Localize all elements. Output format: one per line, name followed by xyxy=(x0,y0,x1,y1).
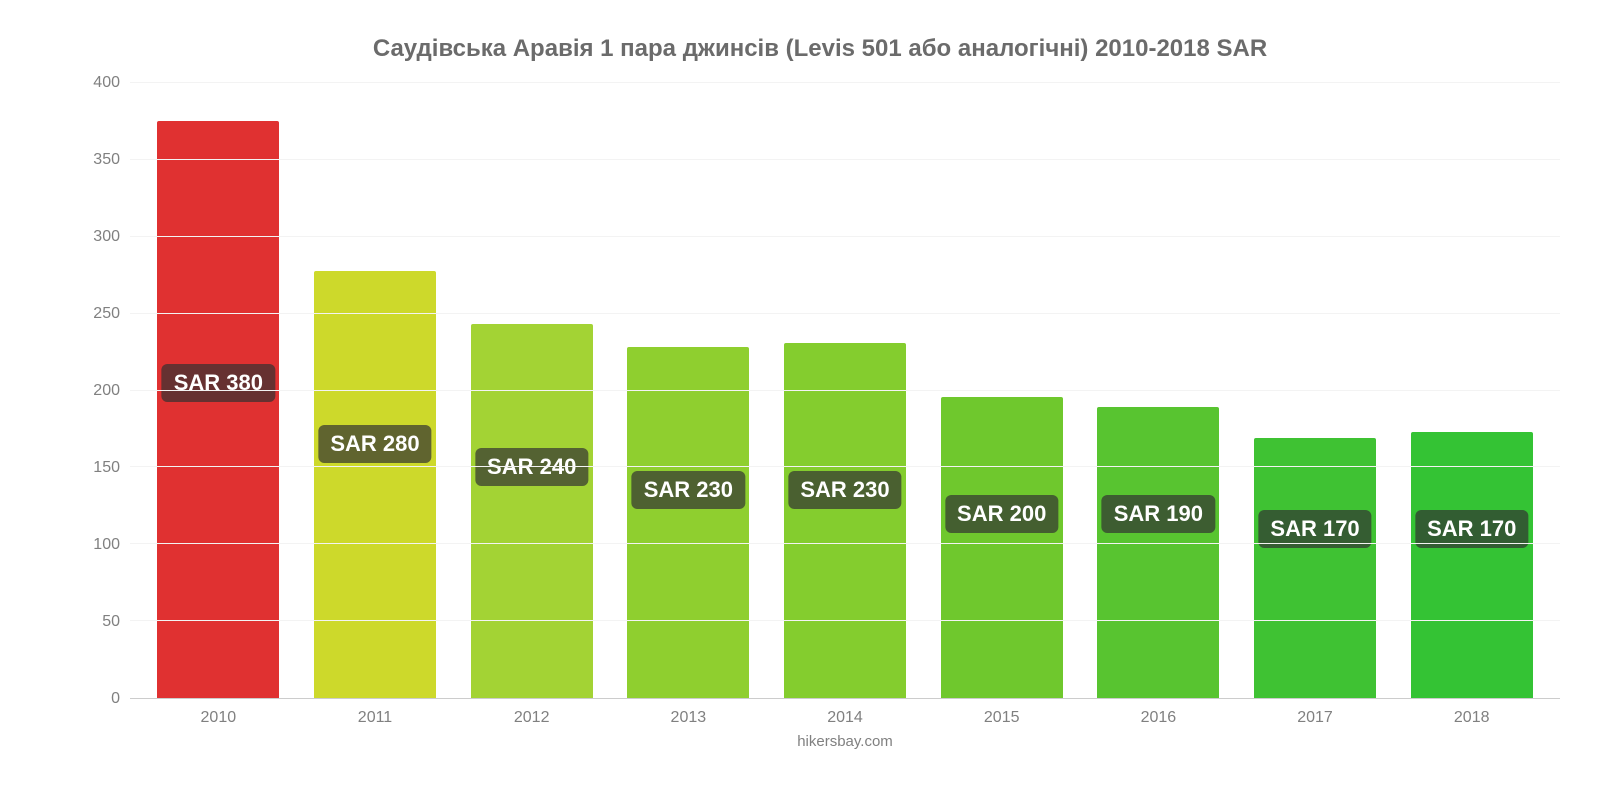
chart-footer: hikersbay.com xyxy=(130,733,1560,750)
bar-slot: SAR 230 xyxy=(610,83,767,698)
bar-data-label: SAR 380 xyxy=(162,364,275,402)
bar-data-label: SAR 170 xyxy=(1415,510,1528,548)
x-tick: 2018 xyxy=(1393,709,1550,727)
gridline xyxy=(130,543,1560,544)
gridline xyxy=(130,82,1560,83)
bar-slot: SAR 230 xyxy=(767,83,924,698)
bar: SAR 190 xyxy=(1097,407,1219,698)
gridline xyxy=(130,313,1560,314)
bar-slot: SAR 280 xyxy=(297,83,454,698)
x-tick: 2010 xyxy=(140,709,297,727)
bar-data-label: SAR 280 xyxy=(318,425,431,463)
bar: SAR 240 xyxy=(471,324,593,698)
bar: SAR 170 xyxy=(1411,432,1533,698)
gridline xyxy=(130,390,1560,391)
bar: SAR 380 xyxy=(157,121,279,698)
y-tick: 50 xyxy=(102,613,120,631)
plot-area: SAR 380 SAR 280 SAR 240 SAR 230 SAR 230 SAR 2… xyxy=(130,83,1560,699)
bar: SAR 230 xyxy=(627,347,749,698)
x-tick: 2014 xyxy=(767,709,924,727)
y-tick: 350 xyxy=(93,151,120,169)
x-tick: 2012 xyxy=(453,709,610,727)
x-tick: 2017 xyxy=(1237,709,1394,727)
bar-data-label: SAR 240 xyxy=(475,448,588,486)
gridline xyxy=(130,159,1560,160)
bar-data-label: SAR 230 xyxy=(788,471,901,509)
gridline xyxy=(130,236,1560,237)
x-tick: 2011 xyxy=(297,709,454,727)
plot-wrapper: 050100150200250300350400 SAR 380SAR 280S… xyxy=(80,83,1560,699)
bar-data-label: SAR 200 xyxy=(945,495,1058,533)
gridline xyxy=(130,466,1560,467)
chart-title: Саудівська Аравія 1 пара джинсів (Levis … xyxy=(80,35,1560,63)
chart-container: Саудівська Аравія 1 пара джинсів (Levis … xyxy=(0,0,1600,800)
y-tick: 250 xyxy=(93,305,120,323)
y-tick: 150 xyxy=(93,459,120,477)
bar-data-label: SAR 170 xyxy=(1258,510,1371,548)
y-tick: 300 xyxy=(93,228,120,246)
y-tick: 400 xyxy=(93,74,120,92)
bar-slot: SAR 200 xyxy=(923,83,1080,698)
y-tick: 100 xyxy=(93,536,120,554)
x-tick: 2015 xyxy=(923,709,1080,727)
bar-slot: SAR 380 xyxy=(140,83,297,698)
bar: SAR 280 xyxy=(314,271,436,698)
bar-slot: SAR 170 xyxy=(1393,83,1550,698)
y-tick: 0 xyxy=(111,690,120,708)
bar: SAR 170 xyxy=(1254,438,1376,698)
bar-slot: SAR 190 xyxy=(1080,83,1237,698)
gridline xyxy=(130,620,1560,621)
bar-data-label: SAR 230 xyxy=(632,471,745,509)
bar-data-label: SAR 190 xyxy=(1102,495,1215,533)
x-tick: 2013 xyxy=(610,709,767,727)
bar: SAR 200 xyxy=(941,397,1063,698)
bar: SAR 230 xyxy=(784,343,906,698)
x-tick: 2016 xyxy=(1080,709,1237,727)
y-axis: 050100150200250300350400 xyxy=(80,83,130,699)
bar-slot: SAR 170 xyxy=(1237,83,1394,698)
bar-slot: SAR 240 xyxy=(453,83,610,698)
y-tick: 200 xyxy=(93,382,120,400)
x-axis: 201020112012201320142015201620172018 xyxy=(130,699,1560,727)
bars-layer: SAR 380 SAR 280 SAR 240 SAR 230 SAR 230 SAR 2… xyxy=(130,83,1560,698)
